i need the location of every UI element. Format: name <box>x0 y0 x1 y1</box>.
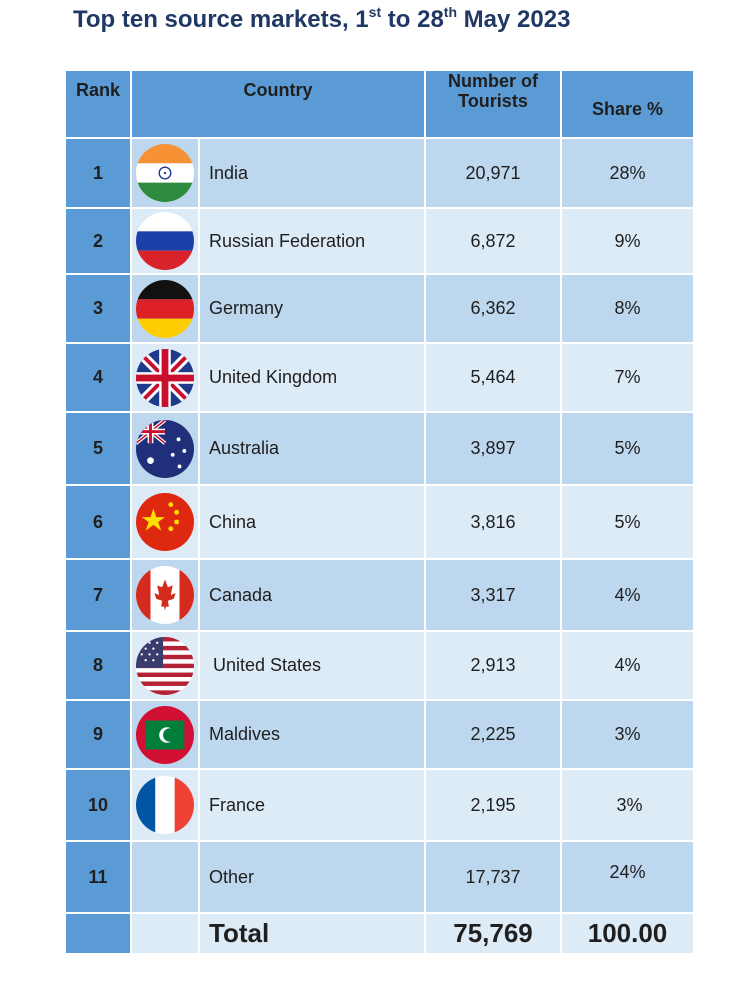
tourists-cell: 2,913 <box>424 630 562 701</box>
tourists-cell: 3,897 <box>424 411 562 486</box>
tourists-cell: 3,816 <box>424 484 562 560</box>
share-cell: 4% <box>560 558 695 632</box>
france-flag-icon <box>136 776 194 834</box>
flag-cell <box>130 558 200 632</box>
title-end: May 2023 <box>457 6 571 33</box>
flag-cell <box>130 207 200 275</box>
country-cell: Germany <box>198 273 426 344</box>
table-row: 2 Russian Federation 6,872 9% <box>64 207 695 275</box>
share-cell: 8% <box>560 273 695 344</box>
share-cell: 3% <box>560 699 695 770</box>
header-country: Country <box>130 71 426 139</box>
tourists-cell: 17,737 <box>424 840 562 914</box>
country-cell: United States <box>198 630 426 701</box>
tourists-cell: 20,971 <box>424 137 562 209</box>
share-cell: 5% <box>560 484 695 560</box>
flag-cell <box>130 342 200 413</box>
rank-cell: 8 <box>64 630 132 701</box>
country-cell: Russian Federation <box>198 207 426 275</box>
rank-cell: 3 <box>64 273 132 344</box>
uk-flag-icon <box>136 348 194 407</box>
header-rank: Rank <box>64 71 132 139</box>
share-cell: 5% <box>560 411 695 486</box>
table-row: 1 India 20,971 28% <box>64 137 695 209</box>
table-row: 9 Maldives 2,225 3% <box>64 699 695 770</box>
russia-flag-icon <box>136 212 194 270</box>
source-markets-table: Rank Country Number of Tourists Share % … <box>64 71 695 955</box>
title-sup-th: th <box>443 4 458 20</box>
total-flag-cell <box>130 912 200 955</box>
share-cell: 28% <box>560 137 695 209</box>
total-share: 100.00 <box>560 912 695 955</box>
flag-cell <box>130 273 200 344</box>
flag-cell <box>130 768 200 842</box>
rank-cell: 5 <box>64 411 132 486</box>
india-flag-icon <box>136 144 194 202</box>
share-cell: 9% <box>560 207 695 275</box>
china-flag-icon <box>136 493 194 551</box>
country-cell: United Kingdom <box>198 342 426 413</box>
table-header-row: Rank Country Number of Tourists Share % <box>64 71 695 139</box>
country-cell: Australia <box>198 411 426 486</box>
total-rank-cell <box>64 912 132 955</box>
table-row: 8 United States 2,913 4% <box>64 630 695 701</box>
flag-cell <box>130 411 200 486</box>
flag-cell <box>130 840 200 914</box>
table-row: 7 Canada 3,317 4% <box>64 558 695 632</box>
usa-flag-icon <box>136 636 194 695</box>
canada-flag-icon <box>136 566 194 624</box>
tourists-cell: 2,195 <box>424 768 562 842</box>
share-cell: 7% <box>560 342 695 413</box>
flag-cell <box>130 699 200 770</box>
country-cell: Other <box>198 840 426 914</box>
rank-cell: 11 <box>64 840 132 914</box>
australia-flag-icon <box>136 419 194 478</box>
header-tourists-line1: Number of <box>448 71 538 91</box>
flag-cell <box>130 484 200 560</box>
rank-cell: 10 <box>64 768 132 842</box>
total-row: Total 75,769 100.00 <box>64 912 695 955</box>
rank-cell: 2 <box>64 207 132 275</box>
title-main: Top ten source markets, 1 <box>73 6 369 33</box>
rank-cell: 9 <box>64 699 132 770</box>
country-cell: Canada <box>198 558 426 632</box>
share-cell: 24% <box>560 840 695 914</box>
table-row: 5 Australia 3,897 5% <box>64 411 695 486</box>
rank-cell: 1 <box>64 137 132 209</box>
germany-flag-icon <box>136 279 194 338</box>
table-row: 4 United Kingdom 5,464 7% <box>64 342 695 413</box>
tourists-cell: 3,317 <box>424 558 562 632</box>
total-label: Total <box>198 912 426 955</box>
title-mid: to 28 <box>381 6 444 33</box>
country-cell: China <box>198 484 426 560</box>
table-row: 10 France 2,195 3% <box>64 768 695 842</box>
tourists-cell: 2,225 <box>424 699 562 770</box>
country-cell: India <box>198 137 426 209</box>
rank-cell: 4 <box>64 342 132 413</box>
header-share: Share % <box>560 71 695 139</box>
rank-cell: 6 <box>64 484 132 560</box>
share-cell: 3% <box>560 768 695 842</box>
flag-cell <box>130 630 200 701</box>
header-tourists: Number of Tourists <box>424 71 562 139</box>
flag-cell <box>130 137 200 209</box>
country-cell: France <box>198 768 426 842</box>
table-row: 6 China 3,816 5% <box>64 484 695 560</box>
title-sup-st: st <box>368 4 382 20</box>
table-row: 3 Germany 6,362 8% <box>64 273 695 344</box>
header-tourists-line2: Tourists <box>458 91 528 111</box>
share-cell: 4% <box>560 630 695 701</box>
country-cell: Maldives <box>198 699 426 770</box>
tourists-cell: 6,362 <box>424 273 562 344</box>
total-tourists: 75,769 <box>424 912 562 955</box>
maldives-flag-icon <box>136 705 194 764</box>
tourists-cell: 5,464 <box>424 342 562 413</box>
rank-cell: 7 <box>64 558 132 632</box>
tourists-cell: 6,872 <box>424 207 562 275</box>
page-title: Top ten source markets, 1st to 28th May … <box>73 4 571 34</box>
table-row: 11 Other 17,737 24% <box>64 840 695 914</box>
